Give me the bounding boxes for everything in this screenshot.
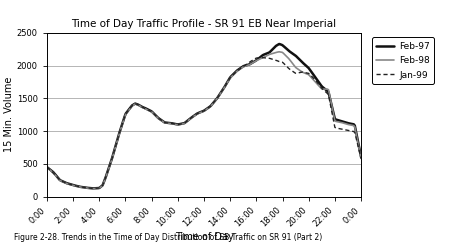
Feb-98 [232, 72, 238, 75]
Jan-99 [358, 157, 364, 160]
Y-axis label: 15 Min. Volume: 15 Min. Volume [4, 77, 14, 152]
Feb-98 [358, 157, 364, 160]
Jan-99 [44, 165, 50, 168]
Legend: Feb-97, Feb-98, Jan-99: Feb-97, Feb-98, Jan-99 [372, 37, 434, 84]
Feb-97 [44, 166, 50, 169]
Feb-97 [237, 67, 243, 70]
Feb-97 [45, 166, 51, 169]
Jan-99 [231, 72, 237, 75]
Jan-99 [232, 71, 238, 74]
Feb-97 [311, 74, 317, 77]
Feb-97 [91, 187, 96, 190]
Feb-97 [231, 72, 237, 75]
Feb-98 [44, 166, 50, 169]
Feb-98 [276, 50, 282, 53]
Text: Figure 2-28. Trends in the Time of Day Distribution of EB Traffic on SR 91 (Part: Figure 2-28. Trends in the Time of Day D… [14, 233, 322, 242]
Title: Time of Day Traffic Profile - SR 91 EB Near Imperial: Time of Day Traffic Profile - SR 91 EB N… [71, 19, 337, 29]
Feb-98 [45, 167, 51, 170]
Jan-99 [259, 56, 265, 59]
Jan-99 [311, 77, 317, 80]
Line: Jan-99: Jan-99 [47, 58, 361, 188]
Feb-98 [231, 73, 237, 76]
Jan-99 [331, 120, 337, 123]
Line: Feb-97: Feb-97 [47, 44, 361, 188]
Feb-97 [331, 113, 337, 116]
Jan-99 [91, 187, 96, 190]
Feb-97 [276, 43, 282, 46]
X-axis label: Time of Day: Time of Day [174, 232, 234, 242]
Jan-99 [45, 166, 51, 169]
Feb-98 [237, 68, 243, 71]
Jan-99 [237, 67, 243, 70]
Feb-98 [311, 79, 317, 82]
Line: Feb-98: Feb-98 [47, 52, 361, 188]
Feb-97 [232, 71, 238, 74]
Feb-97 [358, 156, 364, 159]
Feb-98 [331, 114, 337, 117]
Feb-98 [91, 187, 96, 190]
